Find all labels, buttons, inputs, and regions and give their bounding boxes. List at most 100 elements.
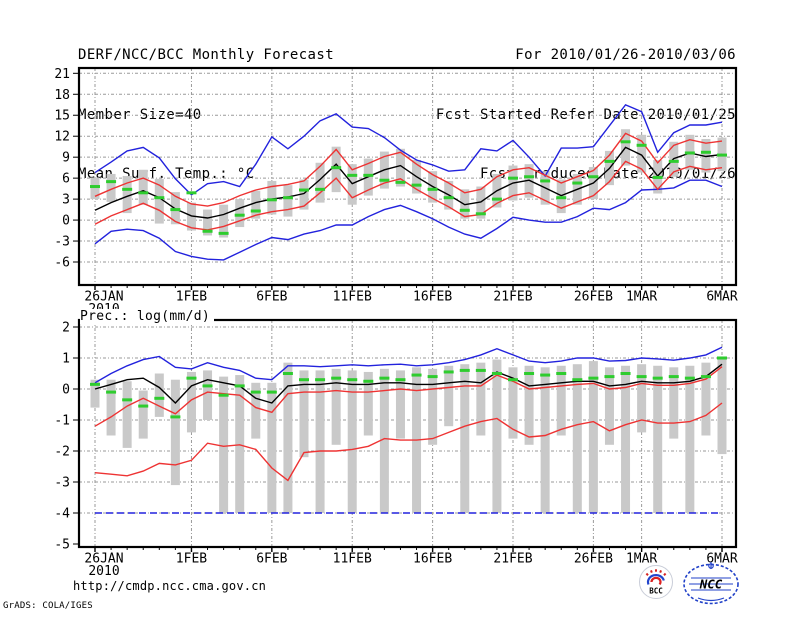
y-tick-label: -2 bbox=[54, 444, 70, 459]
climatology-dash bbox=[395, 378, 406, 382]
y-tick-label: 6 bbox=[62, 172, 70, 187]
climatology-dash bbox=[572, 181, 583, 185]
x-tick-label: 6FEB bbox=[256, 290, 287, 305]
climatology-dash bbox=[475, 368, 486, 372]
spread-bar bbox=[235, 375, 245, 513]
climatology-dash bbox=[218, 231, 229, 235]
climatology-dash bbox=[154, 396, 165, 400]
y-tick-label: -4 bbox=[54, 506, 70, 521]
series-lines bbox=[94, 103, 723, 261]
ncc-logo: NCC bbox=[683, 562, 739, 605]
logos: BCC NCC bbox=[639, 562, 739, 605]
plot-frame bbox=[77, 318, 738, 549]
climatology-dash bbox=[411, 183, 422, 187]
spread-bar bbox=[154, 178, 164, 224]
x-tick-label: 11FEB bbox=[333, 552, 372, 567]
spread-bar bbox=[315, 370, 325, 513]
spread-bar bbox=[604, 367, 614, 445]
spread-bar bbox=[637, 134, 647, 173]
climatology-dash bbox=[556, 372, 567, 376]
series-ensemble-mean bbox=[94, 363, 723, 404]
climatology-dash bbox=[202, 229, 213, 233]
climatology-dash bbox=[266, 198, 277, 202]
y-tick-label: -6 bbox=[54, 256, 70, 271]
x-tick-label: 21FEB bbox=[493, 552, 532, 567]
series-lines bbox=[94, 346, 723, 514]
x-tick-label: 6MAR bbox=[706, 290, 737, 305]
climatology-dash bbox=[106, 390, 117, 394]
climatology-dash bbox=[282, 196, 293, 200]
y-tick-label: 2 bbox=[62, 321, 70, 336]
spread-bar bbox=[428, 368, 438, 445]
spread-bar bbox=[395, 370, 405, 439]
bcc-logo: BCC bbox=[639, 565, 673, 599]
climatology-dash bbox=[299, 378, 310, 382]
spread-bar bbox=[283, 185, 293, 217]
spread-bar bbox=[122, 381, 132, 448]
x-tick-label: 11FEB bbox=[333, 290, 372, 305]
bcc-logo-text: BCC bbox=[649, 587, 663, 596]
y-tick-label: 18 bbox=[54, 88, 70, 103]
spread-bar bbox=[395, 148, 405, 187]
climatology-dash bbox=[700, 375, 711, 379]
climatology-dash bbox=[122, 398, 133, 402]
spread-bar bbox=[203, 370, 213, 421]
spread-bar bbox=[347, 370, 357, 513]
spread-bar bbox=[186, 371, 196, 433]
climatology-dash bbox=[234, 213, 245, 217]
climatology-dash bbox=[588, 175, 599, 179]
spread-bar bbox=[106, 173, 116, 202]
x-tick-label: 21FEB bbox=[493, 290, 532, 305]
x-tick-label: 1MAR bbox=[626, 552, 657, 567]
spread-bar bbox=[637, 364, 647, 433]
climatology-dash bbox=[684, 151, 695, 155]
spread-bar bbox=[251, 190, 261, 219]
spread-bar bbox=[219, 204, 229, 238]
climatology-dash bbox=[395, 180, 406, 184]
climatology-dash bbox=[620, 140, 631, 144]
y-tick-label: 1 bbox=[62, 352, 70, 367]
climatology-dash bbox=[572, 378, 583, 382]
y-tick-label: 21 bbox=[54, 67, 70, 82]
climatology-dash bbox=[475, 212, 486, 216]
climatology-dash bbox=[717, 356, 728, 360]
climatology-dash bbox=[700, 150, 711, 154]
spread-bar bbox=[701, 139, 711, 173]
y-tick-label: -5 bbox=[54, 537, 70, 552]
spread-bar bbox=[170, 379, 180, 486]
climatology-dash bbox=[604, 375, 615, 379]
spread-bar bbox=[299, 370, 309, 458]
climatology-dash bbox=[170, 415, 181, 419]
spread-bar bbox=[267, 382, 277, 513]
x-tick-label: 1MAR bbox=[626, 290, 657, 305]
climatology-dash bbox=[459, 368, 470, 372]
spread-bar bbox=[669, 367, 679, 439]
x-tick-label: 16FEB bbox=[413, 552, 452, 567]
spread-bar bbox=[572, 364, 582, 513]
climatology-dash bbox=[266, 390, 277, 394]
series-ensemble-max bbox=[94, 103, 723, 196]
spread-bar bbox=[315, 162, 325, 203]
climatology-dash bbox=[620, 372, 631, 376]
y-tick-label: 3 bbox=[62, 193, 70, 208]
x-year-label: 2010 bbox=[88, 564, 119, 579]
climatology-dash bbox=[234, 384, 245, 388]
climatology-markers bbox=[90, 356, 728, 419]
x-tick-label: 26JAN bbox=[84, 290, 123, 305]
spread-bar bbox=[331, 368, 341, 445]
bcc-swirl-blue bbox=[646, 573, 665, 585]
spread-bar bbox=[122, 176, 132, 214]
climatology-dash bbox=[90, 382, 100, 386]
climatology-dash bbox=[363, 173, 374, 177]
climatology-dash bbox=[154, 196, 165, 200]
spread-bar bbox=[556, 365, 566, 436]
climatology-dash bbox=[524, 372, 535, 376]
series-ensemble-min bbox=[94, 179, 723, 261]
climatology-dash bbox=[250, 209, 261, 213]
series-mean-plus-sd bbox=[94, 132, 723, 207]
climatology-dash bbox=[186, 191, 197, 195]
y-tick-label: -3 bbox=[54, 475, 70, 490]
y-tick-label: 0 bbox=[62, 214, 70, 229]
climatology-dash bbox=[443, 370, 454, 374]
climatology-dash bbox=[299, 188, 310, 192]
